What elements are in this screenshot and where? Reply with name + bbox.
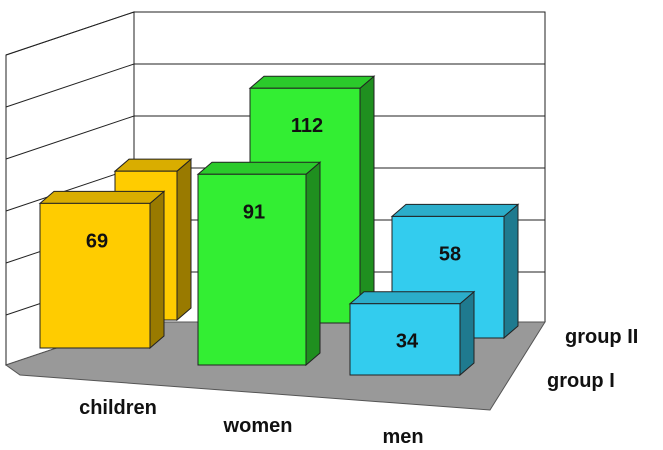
category-label-men: men: [382, 426, 423, 448]
value-label-men-group-i: 34: [396, 331, 419, 353]
value-label-women-group-i: 91: [243, 201, 265, 223]
gridline: [5, 115, 545, 160]
category-label-women: women: [223, 415, 293, 437]
bar-women-group-i: [196, 161, 322, 367]
bar-children-group-i: [38, 190, 166, 350]
value-label-children-group-i: 69: [86, 230, 108, 252]
value-label-men-group-ii: 58: [439, 243, 461, 265]
gridline: [5, 11, 545, 56]
row-label-group-ii: group II: [565, 326, 638, 348]
value-label-women-group-ii: 112: [291, 115, 323, 137]
chart-bars: 7111258699134: [38, 75, 520, 377]
category-label-children: children: [79, 397, 157, 419]
row-label-group-i: group I: [547, 370, 615, 392]
gridline: [5, 63, 545, 108]
bar-men-group-i: [348, 290, 476, 377]
